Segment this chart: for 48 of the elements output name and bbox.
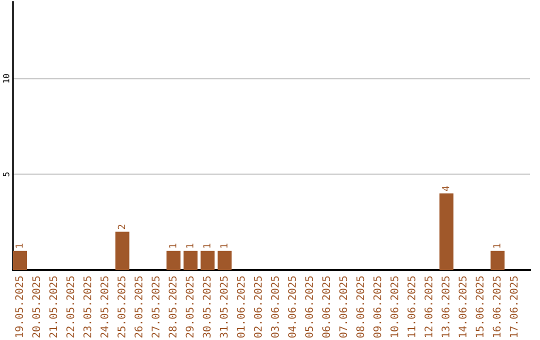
- x-tick-label: 14.06.2025: [458, 276, 467, 338]
- data-label: 2: [118, 224, 126, 230]
- bar: [115, 232, 130, 270]
- bar: [184, 250, 198, 270]
- x-tick-label: 30.05.2025: [202, 276, 211, 338]
- x-tick-label: 28.05.2025: [168, 276, 177, 338]
- x-tick-label: 26.05.2025: [134, 276, 142, 338]
- bar: [218, 250, 232, 270]
- data-label: 1: [169, 244, 176, 248]
- bar: [490, 250, 505, 270]
- data-label: 4: [442, 186, 450, 192]
- x-tick-label: 01.06.2025: [236, 276, 245, 338]
- x-tick-label: 05.06.2025: [305, 276, 314, 338]
- x-tick-label: 24.05.2025: [100, 276, 108, 338]
- x-tick-label: 29.05.2025: [186, 276, 194, 338]
- x-tick-label: 03.06.2025: [271, 276, 279, 338]
- x-tick-label: 20.05.2025: [32, 276, 40, 338]
- data-label: 1: [493, 244, 500, 248]
- data-label: 1: [203, 244, 210, 248]
- x-tick-label: 19.05.2025: [15, 276, 24, 338]
- bar: [439, 193, 454, 270]
- x-tick-label: 09.06.2025: [373, 276, 382, 338]
- x-tick-label: 11.06.2025: [407, 276, 416, 338]
- x-tick-label: 21.05.2025: [49, 276, 58, 338]
- x-tick-label: 31.05.2025: [220, 276, 228, 338]
- x-tick-label: 25.05.2025: [118, 276, 126, 338]
- data-label: 1: [220, 244, 228, 248]
- data-label: 1: [186, 244, 194, 248]
- x-tick-label: 16.06.2025: [492, 276, 501, 338]
- bar: [200, 250, 215, 270]
- x-tick-label: 12.06.2025: [424, 276, 432, 338]
- x-tick-label: 23.05.2025: [83, 276, 92, 338]
- x-tick-label: 07.06.2025: [339, 276, 348, 338]
- bar: [13, 250, 27, 270]
- bar: [166, 250, 180, 270]
- data-label: 1: [16, 244, 23, 248]
- y-tick-label: 5: [3, 172, 10, 176]
- x-tick-label: 27.05.2025: [152, 276, 160, 338]
- x-tick-label: 08.06.2025: [356, 276, 364, 338]
- x-tick-label: 04.06.2025: [288, 276, 296, 338]
- y-tick-label: 10: [3, 74, 10, 83]
- x-tick-label: 13.06.2025: [442, 276, 450, 338]
- x-tick-label: 10.06.2025: [390, 276, 398, 338]
- x-tick-label: 06.06.2025: [322, 276, 330, 338]
- x-tick-label: 17.06.2025: [510, 276, 518, 338]
- x-tick-label: 22.05.2025: [66, 276, 74, 338]
- x-tick-label: 02.06.2025: [254, 276, 262, 338]
- x-tick-label: 15.06.2025: [476, 276, 484, 338]
